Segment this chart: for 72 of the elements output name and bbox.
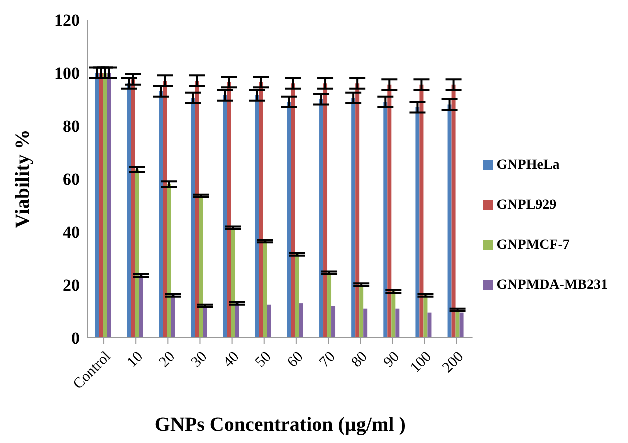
legend-label: GNPHeLa	[496, 158, 560, 172]
bar	[191, 98, 196, 338]
legend-label: GNPL929	[496, 198, 557, 212]
x-tick-label: 30	[188, 349, 211, 371]
bar	[227, 82, 232, 338]
bar	[295, 254, 300, 338]
bar	[127, 84, 132, 338]
bar	[139, 276, 144, 338]
bar	[364, 308, 368, 338]
bar	[291, 84, 296, 338]
bar	[267, 304, 272, 338]
bar	[235, 304, 240, 338]
y-tick-label: 60	[63, 170, 80, 190]
bar	[223, 96, 228, 338]
bar	[259, 82, 264, 338]
bar	[324, 84, 328, 338]
x-tick-label: 70	[316, 349, 339, 371]
bar	[263, 241, 268, 338]
bar	[95, 73, 100, 338]
bar	[199, 196, 204, 338]
x-tick-label: 40	[220, 349, 243, 371]
bar	[287, 102, 292, 338]
bar	[103, 73, 108, 338]
x-axis-title: GNPs Concentration (µg/ml )	[154, 414, 406, 436]
bar	[452, 84, 456, 338]
y-tick-label: 40	[63, 223, 80, 242]
bar	[332, 306, 336, 338]
x-tick-label: 10	[124, 349, 146, 371]
bar	[416, 107, 420, 338]
bar	[131, 80, 136, 338]
bar	[388, 84, 392, 338]
y-axis-title: Viability %	[12, 130, 34, 228]
x-tick-label: 100	[408, 349, 436, 376]
bar	[428, 312, 432, 338]
legend-label: GNPMCF-7	[496, 238, 570, 252]
bar	[195, 80, 200, 338]
bar	[392, 292, 396, 338]
bar	[352, 98, 356, 338]
bar	[107, 73, 112, 338]
y-tick-label: 80	[63, 117, 80, 136]
bar	[424, 296, 428, 338]
bar	[328, 273, 332, 338]
y-tick-label: 100	[54, 64, 80, 84]
bar	[460, 312, 464, 338]
legend-label: GNPMDA-MB231	[496, 278, 608, 292]
bar	[159, 92, 164, 338]
bar	[163, 80, 168, 338]
bar	[356, 84, 360, 338]
bar	[171, 296, 176, 338]
x-tick-label: 50	[252, 349, 275, 371]
bar	[299, 304, 304, 338]
bar	[320, 100, 324, 338]
bar	[255, 96, 260, 338]
bar	[167, 184, 172, 338]
bar	[448, 104, 452, 338]
y-tick-label: 120	[54, 11, 80, 30]
bar	[420, 84, 424, 338]
bar	[456, 310, 460, 338]
bar	[360, 285, 364, 338]
bar	[99, 73, 104, 338]
bar	[384, 102, 388, 338]
x-tick-label: 60	[284, 349, 307, 371]
x-tick-label: 200	[440, 349, 468, 376]
bar	[135, 170, 140, 338]
y-tick-label: 20	[63, 276, 80, 296]
x-tick-label: 90	[381, 349, 403, 371]
x-tick-label: 20	[156, 349, 179, 371]
bar	[396, 308, 400, 338]
y-tick-label: 0	[72, 329, 80, 348]
x-tick-label: 80	[349, 349, 371, 371]
bar	[203, 306, 208, 338]
bar	[231, 228, 236, 338]
